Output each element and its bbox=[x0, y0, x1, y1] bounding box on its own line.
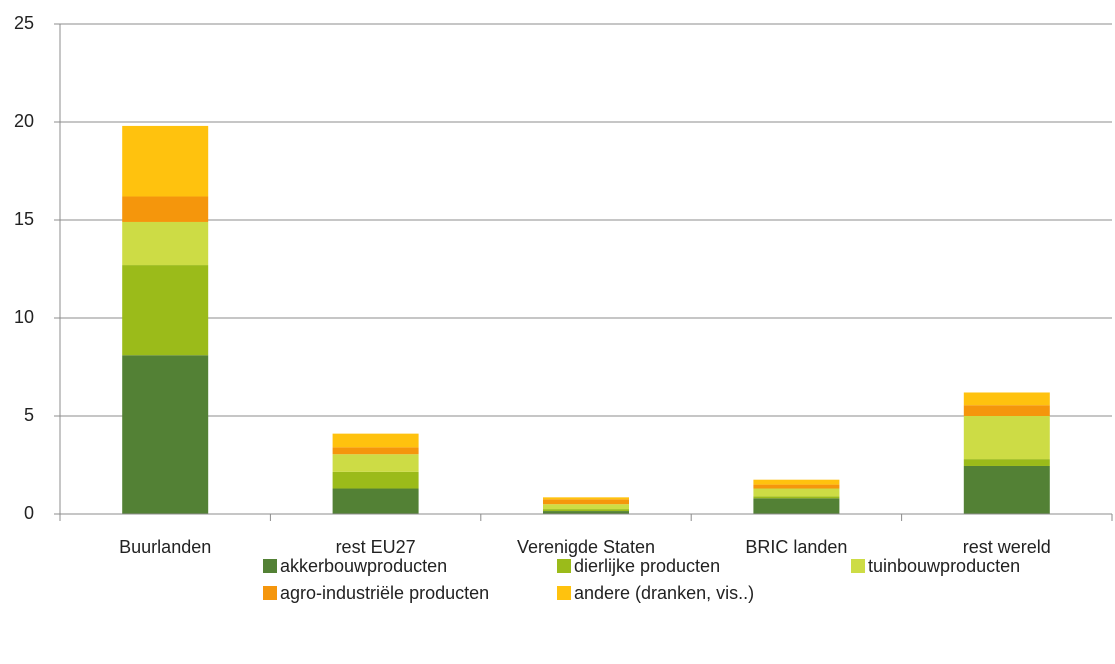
bar-segment bbox=[753, 498, 840, 514]
legend-label: andere (dranken, vis..) bbox=[574, 583, 754, 603]
bar-segment bbox=[332, 433, 419, 448]
x-tick-label: BRIC landen bbox=[745, 537, 847, 557]
y-tick-label: 25 bbox=[14, 13, 34, 33]
legend-swatch bbox=[557, 586, 571, 600]
x-tick-label: Buurlanden bbox=[119, 537, 211, 557]
legend-swatch bbox=[263, 559, 277, 573]
bar-segment bbox=[543, 509, 629, 512]
bar-segment bbox=[122, 265, 209, 356]
bar-segment bbox=[753, 488, 840, 497]
y-tick-label: 10 bbox=[14, 307, 34, 327]
bar-segment bbox=[963, 459, 1050, 466]
y-tick-label: 0 bbox=[24, 503, 34, 523]
bar-segment bbox=[543, 499, 629, 505]
bar-segment bbox=[332, 454, 419, 472]
legend-swatch bbox=[557, 559, 571, 573]
bar-segment bbox=[122, 355, 209, 514]
bar-segment bbox=[543, 497, 629, 500]
bar-segment bbox=[332, 471, 419, 489]
bar-segment bbox=[963, 465, 1050, 514]
bar-segment bbox=[332, 488, 419, 514]
y-tick-label: 20 bbox=[14, 111, 34, 131]
bar-segment bbox=[122, 196, 209, 222]
legend-label: tuinbouwproducten bbox=[868, 556, 1020, 576]
bar-segment bbox=[332, 447, 419, 455]
legend-label: agro-industriële producten bbox=[280, 583, 489, 603]
legend-label: akkerbouwproducten bbox=[280, 556, 447, 576]
x-tick-label: Verenigde Staten bbox=[517, 537, 655, 557]
bar-segment bbox=[543, 511, 629, 514]
x-tick-label: rest wereld bbox=[963, 537, 1051, 557]
bar-segment bbox=[543, 504, 629, 510]
y-tick-label: 5 bbox=[24, 405, 34, 425]
bar-segment bbox=[122, 125, 209, 197]
bar-segment bbox=[753, 484, 840, 489]
x-tick-label: rest EU27 bbox=[336, 537, 416, 557]
legend-swatch bbox=[263, 586, 277, 600]
bar-segment bbox=[753, 479, 840, 485]
bar-segment bbox=[753, 496, 840, 499]
legend-label: dierlijke producten bbox=[574, 556, 720, 576]
bar-segment bbox=[963, 392, 1050, 406]
y-tick-label: 15 bbox=[14, 209, 34, 229]
bar-segment bbox=[963, 405, 1050, 416]
bar-segment bbox=[122, 221, 209, 266]
bar-segment bbox=[963, 416, 1050, 460]
legend-swatch bbox=[851, 559, 865, 573]
